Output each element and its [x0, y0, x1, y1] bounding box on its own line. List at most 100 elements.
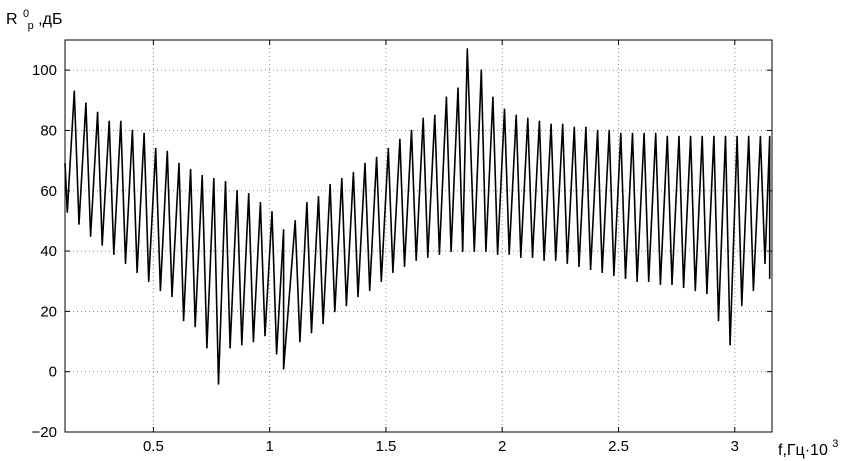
- trough-point: [624, 277, 627, 280]
- peak-point: [387, 147, 390, 150]
- peak-point: [131, 129, 134, 132]
- peak-point: [399, 138, 401, 141]
- peak-point: [643, 132, 645, 135]
- trough-point: [206, 346, 208, 349]
- trough-point: [264, 334, 266, 337]
- peak-point: [457, 87, 459, 89]
- peak-point: [247, 193, 250, 195]
- trough-point: [147, 280, 150, 283]
- peak-point: [538, 120, 541, 123]
- trough-point: [706, 292, 708, 295]
- trough-point: [496, 253, 499, 255]
- trough-point: [450, 250, 452, 252]
- y-tick-label: 100: [32, 62, 57, 79]
- y-axis-label-rest: ,дБ: [38, 11, 62, 28]
- series-line: [64, 48, 771, 385]
- peak-point: [306, 202, 308, 204]
- y-tick-label: 60: [40, 183, 57, 200]
- trough-point: [101, 244, 103, 246]
- peak-point: [573, 126, 576, 129]
- trough-point: [508, 253, 511, 255]
- peak-point: [515, 114, 517, 117]
- peak-point: [527, 117, 529, 120]
- trough-point: [520, 256, 522, 258]
- peak-point: [492, 96, 494, 99]
- peak-point: [341, 177, 343, 180]
- peak-point: [85, 102, 87, 105]
- trough-point: [299, 340, 301, 343]
- peak-point: [608, 129, 610, 132]
- trough-point: [438, 253, 441, 255]
- y-tick-label: 40: [40, 243, 57, 260]
- x-tick-label: 2.5: [608, 438, 629, 455]
- trough-point: [531, 256, 534, 258]
- peak-point: [166, 150, 169, 153]
- peak-point: [422, 117, 425, 120]
- trough-point: [717, 319, 720, 322]
- peak-point: [120, 120, 122, 123]
- x-tick-label: 3: [731, 438, 739, 455]
- peak-point: [713, 135, 715, 138]
- trough-point: [566, 262, 569, 264]
- peak-point: [143, 132, 145, 135]
- trough-point: [671, 283, 673, 286]
- trough-point: [334, 310, 336, 313]
- trough-point: [461, 250, 464, 252]
- y-ticks: −20 0 20 40 60 80 100: [32, 62, 772, 441]
- peak-point: [434, 114, 436, 117]
- peak-point: [329, 183, 331, 186]
- peak-point: [189, 168, 192, 171]
- trough-point: [427, 256, 429, 258]
- peak-point: [317, 196, 320, 198]
- plot-frame: [64, 39, 773, 433]
- peak-point: [480, 69, 483, 71]
- peak-point: [620, 132, 622, 135]
- trough-point: [613, 274, 615, 277]
- x-ticks: 0.5 1 1.5 2 2.5 3: [143, 40, 739, 455]
- trough-point: [392, 271, 394, 274]
- peak-point: [724, 135, 727, 138]
- y-tick-label: 0: [49, 364, 57, 381]
- trough-point: [752, 289, 755, 292]
- trough-point: [357, 295, 359, 298]
- trough-point: [113, 253, 115, 255]
- peak-point: [154, 147, 157, 150]
- peak-point: [596, 129, 599, 132]
- x-tick-label: 1: [265, 438, 273, 455]
- peak-point: [294, 220, 297, 222]
- trough-point: [578, 265, 580, 268]
- trough-point: [729, 343, 731, 346]
- trough-point: [182, 319, 185, 322]
- peak-point: [654, 132, 657, 135]
- trough-point: [275, 352, 278, 355]
- trough-point: [682, 286, 685, 289]
- peak-point: [631, 132, 634, 135]
- peak-point: [236, 190, 238, 192]
- x-axis-label-sup: 3: [832, 438, 838, 450]
- peak-point: [213, 177, 215, 180]
- trough-point: [554, 259, 557, 261]
- trough-point: [543, 259, 545, 261]
- peak-point: [201, 174, 203, 177]
- peak-point: [364, 162, 366, 165]
- peak-point: [466, 48, 469, 50]
- trough-point: [66, 211, 69, 213]
- y-tick-label: 80: [40, 122, 57, 139]
- x-axis-label: f,Гц·10 3: [778, 438, 838, 459]
- trough-point: [485, 250, 487, 252]
- trough-point: [217, 383, 220, 385]
- peak-point: [410, 129, 413, 132]
- peak-point: [352, 171, 355, 174]
- peak-point: [96, 111, 99, 114]
- trough-point: [380, 280, 383, 283]
- grid: [65, 40, 772, 432]
- peak-point: [259, 202, 262, 204]
- trough-point: [322, 322, 324, 325]
- peak-point: [550, 123, 552, 126]
- trough-point: [159, 289, 162, 292]
- trough-point: [124, 262, 127, 264]
- trough-point: [252, 340, 255, 343]
- trough-point: [310, 331, 313, 334]
- y-axis-label-sub: p: [28, 20, 34, 32]
